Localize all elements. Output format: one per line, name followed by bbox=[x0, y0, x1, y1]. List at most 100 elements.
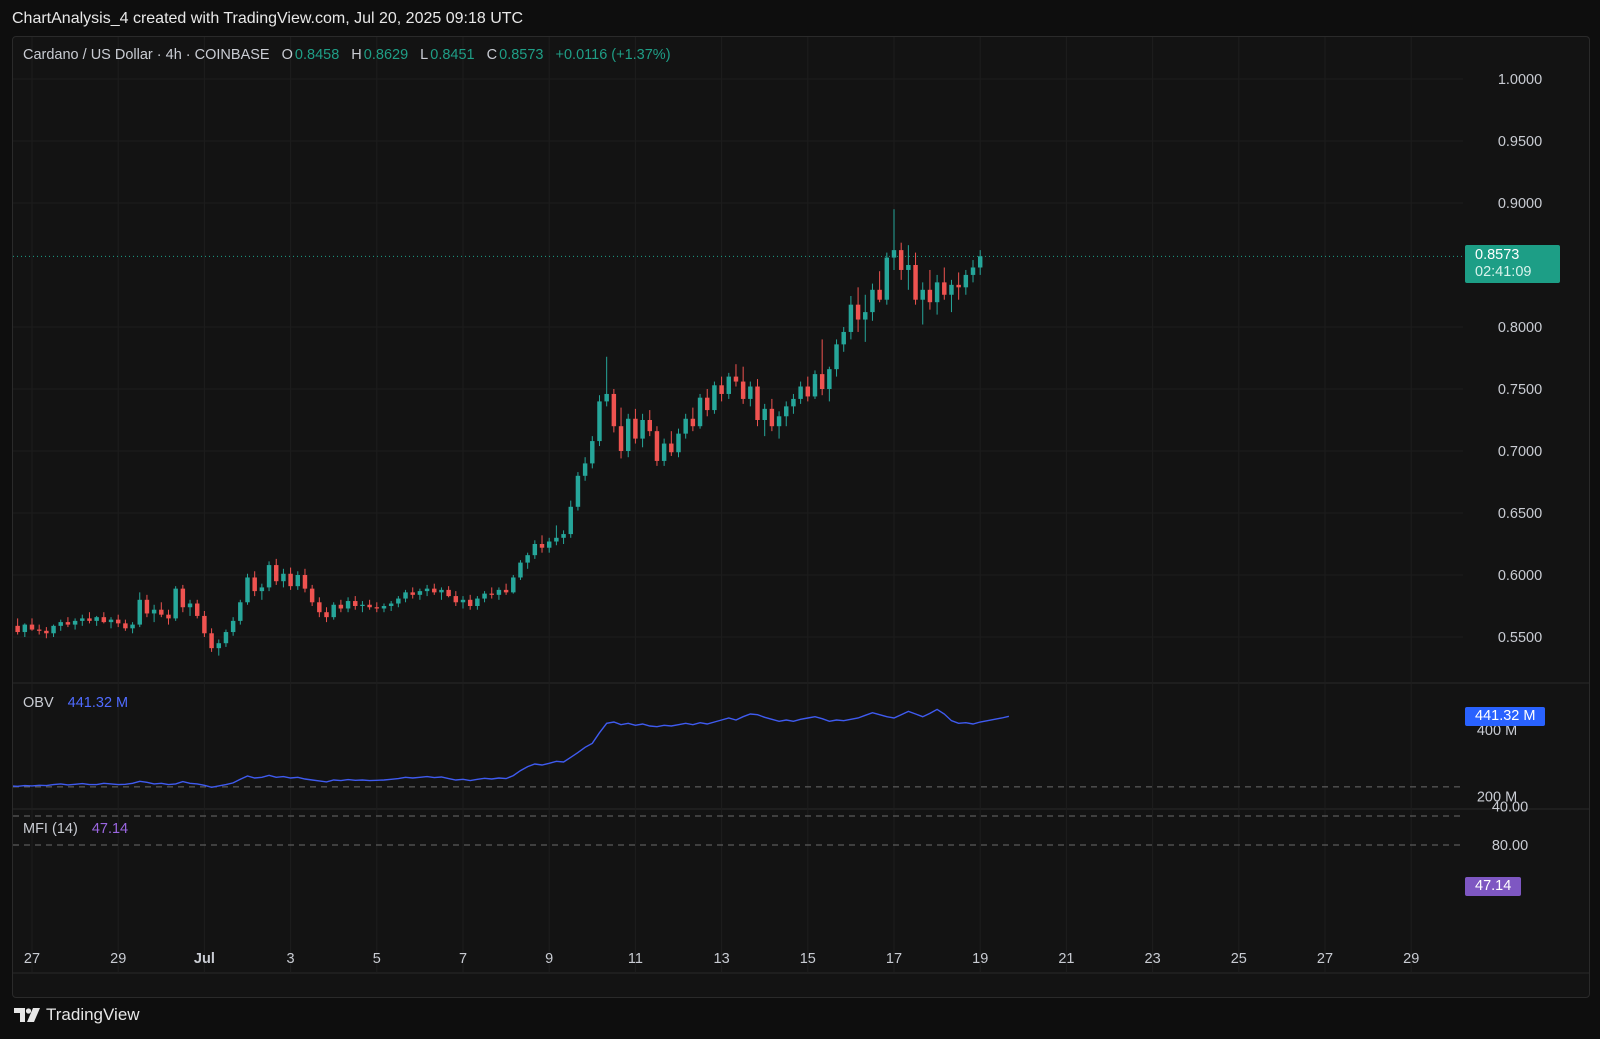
candle-body[interactable] bbox=[209, 633, 214, 649]
candle-body[interactable] bbox=[891, 250, 897, 258]
candle-body[interactable] bbox=[705, 397, 710, 411]
candle-body[interactable] bbox=[518, 562, 523, 578]
candle-body[interactable] bbox=[676, 433, 681, 453]
candle-body[interactable] bbox=[194, 603, 200, 616]
candle-body[interactable] bbox=[697, 397, 703, 427]
symbol-label[interactable]: Cardano / US Dollar · 4h · COINBASE bbox=[23, 47, 270, 63]
candle-body[interactable] bbox=[432, 588, 437, 593]
candle-body[interactable] bbox=[855, 304, 861, 320]
candle-body[interactable] bbox=[949, 284, 954, 295]
candle-body[interactable] bbox=[72, 620, 78, 625]
candle-body[interactable] bbox=[101, 617, 107, 623]
candle-body[interactable] bbox=[611, 393, 617, 427]
candle-body[interactable] bbox=[683, 418, 688, 434]
candle-body[interactable] bbox=[712, 385, 717, 411]
candle-body[interactable] bbox=[29, 624, 35, 630]
candle-body[interactable] bbox=[360, 604, 365, 606]
candle-body[interactable] bbox=[252, 577, 257, 592]
candle-body[interactable] bbox=[381, 606, 387, 609]
candle-body[interactable] bbox=[733, 376, 739, 382]
candle-body[interactable] bbox=[776, 416, 782, 427]
candle-body[interactable] bbox=[266, 565, 272, 588]
candle-body[interactable] bbox=[317, 602, 322, 613]
candle-body[interactable] bbox=[453, 596, 459, 603]
candle-body[interactable] bbox=[489, 593, 494, 595]
candle-body[interactable] bbox=[36, 629, 42, 631]
candle-body[interactable] bbox=[245, 577, 250, 603]
candle-body[interactable] bbox=[647, 420, 652, 432]
candle-body[interactable] bbox=[590, 441, 595, 464]
candle-body[interactable] bbox=[791, 398, 796, 407]
candle-body[interactable] bbox=[115, 619, 121, 624]
candle-body[interactable] bbox=[748, 386, 753, 399]
candle-body[interactable] bbox=[302, 575, 308, 589]
candle-body[interactable] bbox=[511, 577, 516, 593]
candle-body[interactable] bbox=[159, 609, 164, 615]
candle-body[interactable] bbox=[439, 589, 444, 593]
candle-body[interactable] bbox=[173, 588, 178, 619]
candle-body[interactable] bbox=[324, 612, 329, 618]
tradingview-logo[interactable]: TradingView bbox=[14, 1005, 140, 1025]
candle-body[interactable] bbox=[180, 588, 186, 608]
candle-body[interactable] bbox=[568, 506, 573, 535]
candle-body[interactable] bbox=[719, 385, 724, 394]
candle-body[interactable] bbox=[546, 541, 552, 548]
candle-body[interactable] bbox=[51, 625, 56, 634]
candle-body[interactable] bbox=[144, 599, 150, 614]
candle-body[interactable] bbox=[44, 630, 49, 634]
candle-body[interactable] bbox=[625, 418, 631, 451]
candle-body[interactable] bbox=[424, 588, 430, 592]
candle-body[interactable] bbox=[669, 443, 674, 453]
candle-body[interactable] bbox=[353, 601, 358, 606]
candle-body[interactable] bbox=[295, 575, 301, 587]
candle-body[interactable] bbox=[274, 565, 279, 582]
candle-body[interactable] bbox=[259, 587, 265, 592]
candle-body[interactable] bbox=[805, 386, 811, 397]
candle-body[interactable] bbox=[94, 617, 99, 621]
chart-canvas[interactable]: 0.5500 0.6000 0.6500 0.7000 0.7500 0.8000 0.90… bbox=[13, 37, 1589, 997]
candle-body[interactable] bbox=[633, 418, 638, 439]
candle-body[interactable] bbox=[338, 604, 344, 609]
candle-body[interactable] bbox=[812, 374, 818, 397]
candle-body[interactable] bbox=[496, 589, 502, 595]
mfi-label[interactable]: MFI (14) bbox=[23, 821, 78, 837]
candle-body[interactable] bbox=[417, 591, 423, 595]
candle-body[interactable] bbox=[15, 625, 20, 633]
candle-body[interactable] bbox=[166, 614, 171, 619]
candle-body[interactable] bbox=[956, 284, 961, 288]
candle-body[interactable] bbox=[597, 401, 602, 442]
candle-body[interactable] bbox=[963, 274, 969, 288]
candle-body[interactable] bbox=[640, 420, 645, 439]
candle-body[interactable] bbox=[690, 418, 696, 427]
candle-body[interactable] bbox=[726, 376, 732, 394]
candle-body[interactable] bbox=[80, 618, 85, 621]
candle-body[interactable] bbox=[403, 592, 408, 599]
candle-body[interactable] bbox=[281, 573, 286, 582]
candle-body[interactable] bbox=[532, 544, 538, 556]
candle-body[interactable] bbox=[288, 573, 293, 587]
candle-body[interactable] bbox=[582, 463, 588, 476]
candle-body[interactable] bbox=[942, 282, 947, 295]
candle-body[interactable] bbox=[877, 289, 882, 300]
candle-body[interactable] bbox=[554, 537, 559, 542]
chart-panel[interactable]: 0.5500 0.6000 0.6500 0.7000 0.7500 0.8000 0.90… bbox=[12, 36, 1590, 998]
candle-body[interactable] bbox=[22, 624, 28, 633]
candle-body[interactable] bbox=[123, 623, 128, 629]
candle-body[interactable] bbox=[345, 601, 351, 609]
candle-body[interactable] bbox=[654, 431, 660, 461]
candle-body[interactable] bbox=[151, 609, 157, 614]
candle-body[interactable] bbox=[913, 265, 918, 300]
candle-body[interactable] bbox=[970, 267, 976, 275]
obv-line[interactable] bbox=[13, 708, 1010, 789]
candle-body[interactable] bbox=[388, 603, 394, 606]
candle-body[interactable] bbox=[396, 598, 401, 604]
candle-body[interactable] bbox=[561, 534, 566, 538]
candle-body[interactable] bbox=[755, 386, 760, 420]
candle-body[interactable] bbox=[740, 381, 746, 399]
candle-body[interactable] bbox=[331, 604, 336, 618]
candle-body[interactable] bbox=[223, 632, 229, 644]
candle-body[interactable] bbox=[604, 393, 609, 402]
obv-label[interactable]: OBV bbox=[23, 695, 54, 711]
candle-body[interactable] bbox=[309, 588, 315, 603]
candle-body[interactable] bbox=[137, 599, 142, 625]
